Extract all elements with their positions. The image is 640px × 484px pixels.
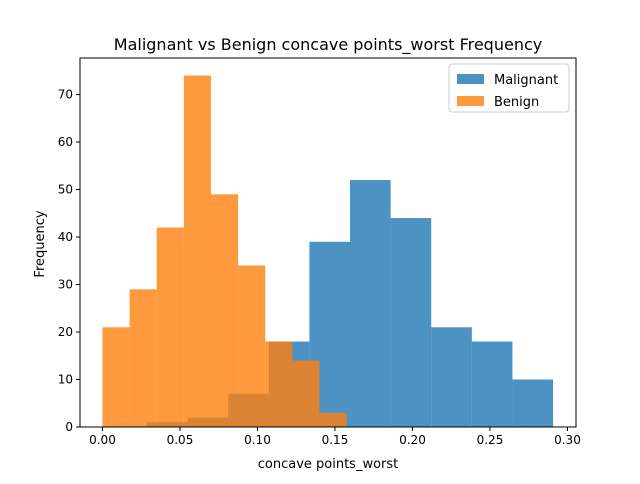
histogram-bar [471, 341, 513, 427]
histogram-bar [183, 75, 211, 428]
axes-frame [79, 57, 577, 428]
legend-swatch-malignant [457, 74, 484, 84]
y-tick-label: 10 [58, 373, 73, 387]
histogram-bar [431, 327, 472, 427]
y-tick-label: 60 [58, 135, 73, 149]
axes-border [79, 57, 577, 428]
histogram-bar [129, 289, 157, 427]
histogram-bar [292, 360, 320, 427]
y-tick-label: 0 [65, 420, 73, 434]
histogram-bar [319, 412, 347, 427]
legend-swatch-benign [457, 96, 484, 106]
y-tick-label: 40 [58, 230, 73, 244]
histogram-bar [210, 194, 239, 427]
x-tick-label: 0.20 [399, 433, 426, 447]
chart-title: Malignant vs Benign concave points_worst… [114, 35, 542, 55]
legend-label-benign: Benign [494, 95, 539, 110]
x-axis-label: concave points_worst [258, 457, 399, 472]
x-tick-label: 0.10 [244, 433, 271, 447]
y-axis-label: Frequency [33, 210, 48, 277]
y-tick-label: 70 [58, 88, 73, 102]
series-benign [102, 75, 347, 428]
histogram-bar [390, 218, 432, 427]
legend-label-malignant: Malignant [494, 73, 558, 88]
histogram-bar [350, 180, 391, 427]
bars-group [102, 75, 554, 428]
y-tick-label: 20 [58, 325, 73, 339]
x-tick-label: 0.15 [322, 433, 349, 447]
x-axis-ticks: 0.00 0.05 0.10 0.15 0.20 0.25 0.30 [89, 427, 581, 447]
y-tick-label: 30 [58, 278, 73, 292]
histogram-bar [238, 265, 266, 427]
legend: Malignant Benign [448, 63, 570, 113]
x-tick-label: 0.00 [89, 433, 116, 447]
x-tick-label: 0.25 [477, 433, 504, 447]
histogram-bar [156, 227, 184, 427]
series-malignant [146, 180, 554, 427]
histogram-bar [102, 327, 130, 427]
x-tick-label: 0.05 [167, 433, 194, 447]
x-tick-label: 0.30 [554, 433, 581, 447]
histogram-bar [512, 379, 554, 427]
y-axis-ticks: 0 10 20 30 40 50 60 70 [58, 88, 80, 434]
histogram-bar [265, 341, 293, 427]
y-tick-label: 50 [58, 183, 73, 197]
